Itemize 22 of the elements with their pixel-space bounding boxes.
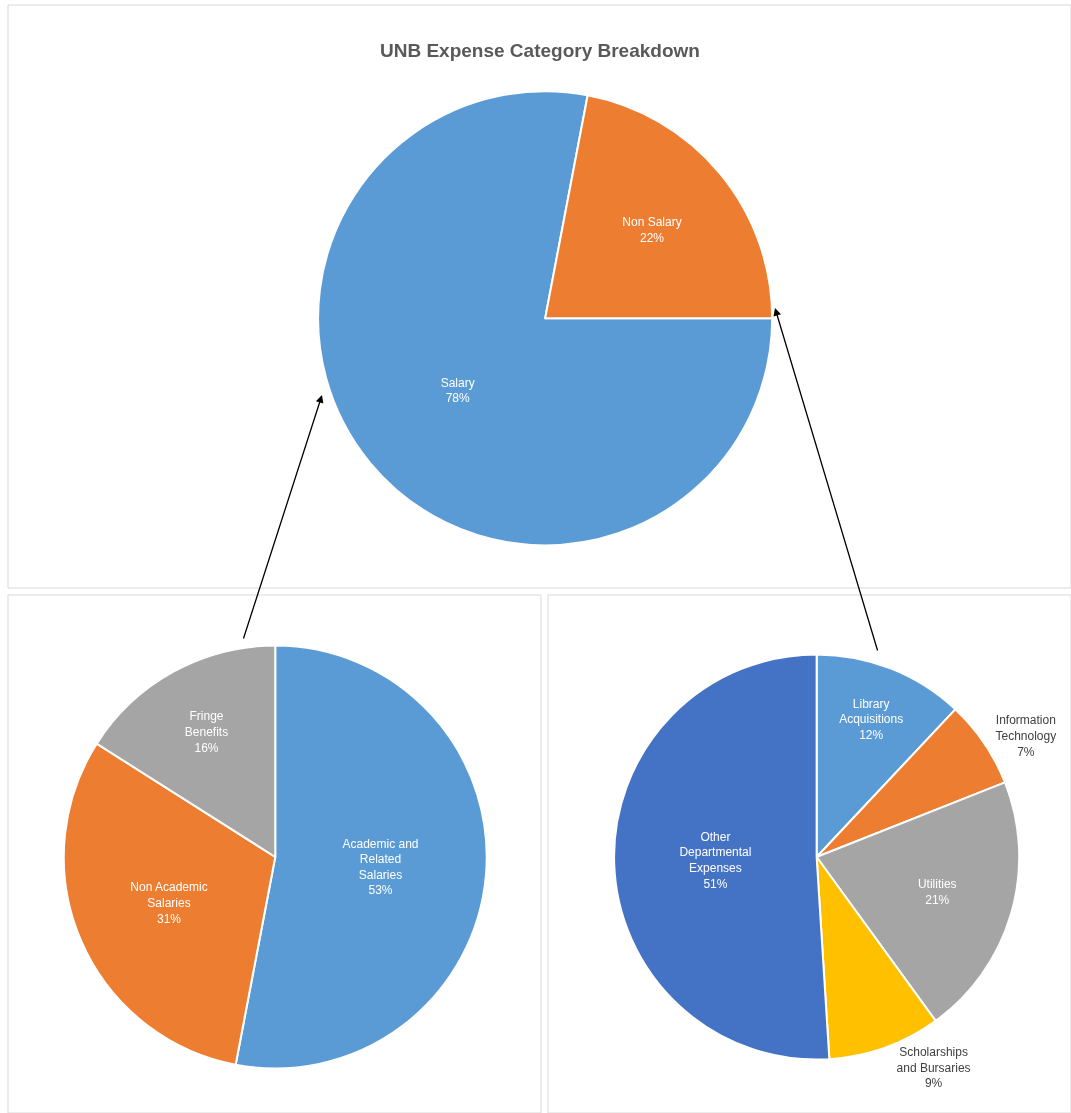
data-label: 7% [1017,744,1035,759]
chart-title: UNB Expense Category Breakdown [380,40,700,61]
slice-label: Non Salary [622,215,682,230]
data-label: 51% [703,876,728,891]
data-label: 9% [924,1076,943,1091]
slice-label: Salary [440,375,475,390]
data-label: 78% [445,391,470,406]
slice-label: Other Departmental Expenses [679,829,752,875]
data-label: 16% [194,740,219,755]
pie-slice [317,90,774,547]
slice-label: Academic and Related Salaries [342,836,419,882]
data-label: 22% [639,230,665,245]
slice-label: Utilities [917,877,957,892]
data-label: 31% [157,911,182,926]
slice-label: Fringe Benefits [184,709,229,739]
slice-label: Scholarships and Bursaries [896,1045,971,1075]
slice-label: Library Acquisitions [839,696,904,727]
data-label: 21% [925,892,950,907]
slice-label: Information Technology [995,713,1057,744]
data-label: 53% [368,883,393,898]
slice-label: Non Academic Salaries [130,880,208,910]
data-label: 12% [859,727,884,742]
